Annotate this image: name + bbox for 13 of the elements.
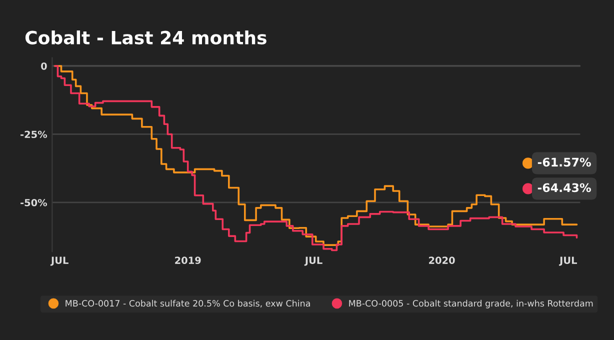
x-tick-label: 2020 [429,256,455,264]
y-tick-label: -25% [20,130,48,138]
annotation: -61.57% [538,158,591,167]
x-tick-label: JUL [50,256,68,266]
x-tick-label: 2019 [175,256,201,264]
chart-title: Cobalt - Last 24 months [25,30,266,44]
legend-label: MB-CO-0005 - Cobalt standard grade, in-whs Rotterdam [349,300,593,308]
y-tick-label: -50% [20,198,48,206]
y-tick-label: 0 [41,62,47,70]
annotation: -64.43% [538,183,591,192]
x-tick-label: JUL [304,256,322,266]
legend-label: MB-CO-0017 - Cobalt sulfate 20.5% Co basis, exw China [66,300,310,308]
x-tick-label: JUL [559,256,577,266]
